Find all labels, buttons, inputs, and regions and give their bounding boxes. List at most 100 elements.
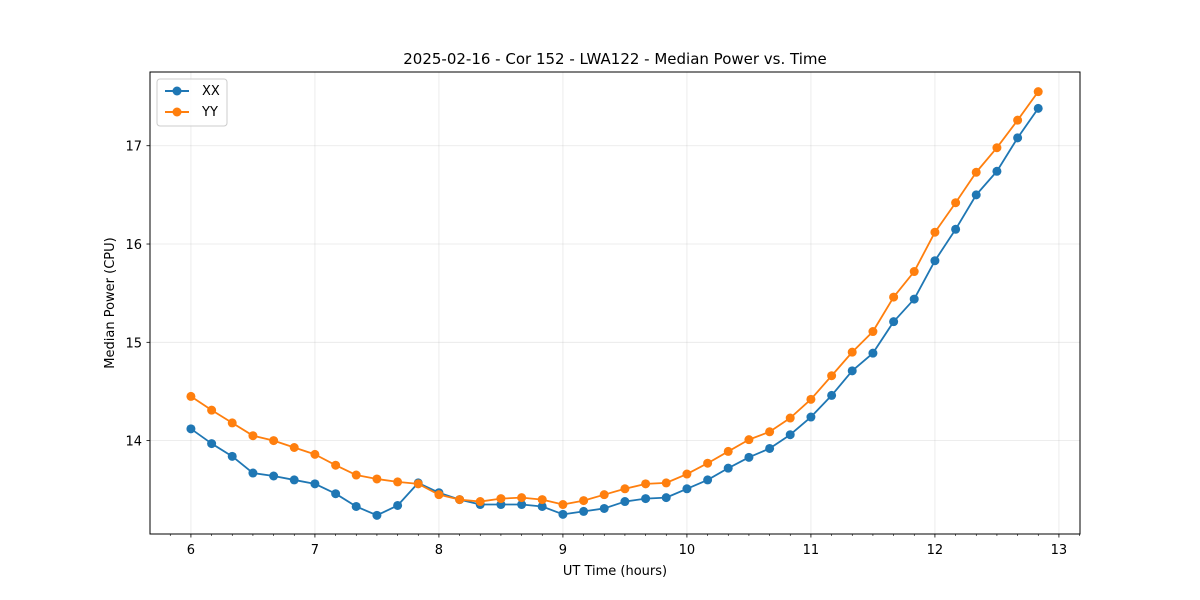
data-point-xx xyxy=(310,479,320,489)
data-point-yy xyxy=(186,391,196,401)
data-point-yy xyxy=(351,470,361,480)
plot-frame xyxy=(149,71,1081,535)
data-point-yy xyxy=(909,267,919,277)
data-point-xx xyxy=(992,166,1002,176)
x-tick-label: 8 xyxy=(435,543,443,558)
data-point-xx xyxy=(207,439,217,449)
data-point-xx xyxy=(289,475,299,485)
legend-label-xx: XX xyxy=(202,84,220,99)
data-point-xx xyxy=(889,317,899,327)
data-point-xx xyxy=(227,451,237,461)
series-layer xyxy=(186,87,1043,520)
data-point-xx xyxy=(579,506,589,516)
data-point-xx xyxy=(186,424,196,434)
data-point-yy xyxy=(951,198,961,208)
data-point-xx xyxy=(765,443,775,453)
data-point-yy xyxy=(827,371,837,381)
data-point-yy xyxy=(661,478,671,488)
data-point-yy xyxy=(248,431,258,441)
data-point-xx xyxy=(909,294,919,304)
data-point-yy xyxy=(971,167,981,177)
data-point-yy xyxy=(537,495,547,505)
data-point-xx xyxy=(744,452,754,462)
data-point-yy xyxy=(517,493,527,503)
data-point-yy xyxy=(868,327,878,337)
data-point-yy xyxy=(331,460,341,470)
data-point-yy xyxy=(393,477,403,487)
data-point-xx xyxy=(331,489,341,499)
data-point-yy xyxy=(599,490,609,500)
ticks: 6 7 8 9 10 11 12 13 14 15 16 17 xyxy=(125,140,1080,558)
chart-title: 2025-02-16 - Cor 152 - LWA122 - Median P… xyxy=(403,50,827,68)
data-point-yy xyxy=(889,292,899,302)
data-point-yy xyxy=(207,405,217,415)
data-point-xx xyxy=(951,224,961,234)
data-point-xx xyxy=(620,497,630,507)
data-point-xx xyxy=(827,390,837,400)
data-point-yy xyxy=(496,494,506,504)
data-point-xx xyxy=(723,463,733,473)
data-point-xx xyxy=(1013,133,1023,143)
data-point-xx xyxy=(558,509,568,519)
data-point-yy xyxy=(269,436,279,446)
data-point-yy xyxy=(434,490,444,500)
data-point-xx xyxy=(868,348,878,358)
data-point-yy xyxy=(992,143,1002,153)
data-point-xx xyxy=(248,468,258,478)
data-point-xx xyxy=(661,493,671,503)
data-point-yy xyxy=(930,227,940,237)
data-point-xx xyxy=(806,412,816,422)
y-axis-label: Median Power (CPU) xyxy=(103,237,118,368)
data-point-xx xyxy=(682,484,692,494)
data-point-yy xyxy=(372,474,382,484)
x-tick-label: 10 xyxy=(679,543,696,558)
data-point-yy xyxy=(289,442,299,452)
data-point-yy xyxy=(455,495,465,505)
y-tick-label: 15 xyxy=(125,336,142,351)
data-point-xx xyxy=(351,501,361,511)
legend: XX YY xyxy=(156,78,228,127)
data-point-yy xyxy=(413,479,423,489)
x-tick-label: 13 xyxy=(1051,543,1068,558)
x-tick-label: 6 xyxy=(187,543,195,558)
data-point-xx xyxy=(930,256,940,266)
data-point-yy xyxy=(765,427,775,437)
grid xyxy=(150,72,1080,534)
data-point-xx xyxy=(785,430,795,440)
data-point-yy xyxy=(620,484,630,494)
y-tick-label: 16 xyxy=(125,238,142,253)
data-point-yy xyxy=(227,418,237,428)
data-point-yy xyxy=(744,435,754,445)
legend-marker-yy xyxy=(172,107,182,117)
data-point-yy xyxy=(847,347,857,357)
data-point-xx xyxy=(599,503,609,513)
x-tick-label: 9 xyxy=(559,543,567,558)
x-tick-label: 7 xyxy=(311,543,319,558)
data-point-xx xyxy=(1033,103,1043,113)
x-tick-label: 11 xyxy=(803,543,820,558)
x-axis-label: UT Time (hours) xyxy=(563,564,667,579)
legend-label-yy: YY xyxy=(201,105,218,120)
data-point-xx xyxy=(847,366,857,376)
data-point-yy xyxy=(1013,115,1023,125)
data-point-yy xyxy=(703,458,713,468)
data-point-xx xyxy=(641,494,651,504)
data-point-xx xyxy=(971,190,981,200)
data-point-xx xyxy=(372,510,382,520)
data-point-yy xyxy=(475,497,485,507)
y-tick-label: 14 xyxy=(125,435,142,450)
data-point-xx xyxy=(703,475,713,485)
data-point-yy xyxy=(806,394,816,404)
data-point-xx xyxy=(393,500,403,510)
data-point-yy xyxy=(785,413,795,423)
data-point-yy xyxy=(723,446,733,456)
legend-marker-xx xyxy=(172,86,182,96)
x-tick-label: 12 xyxy=(927,543,944,558)
data-point-yy xyxy=(558,500,568,510)
data-point-yy xyxy=(641,479,651,489)
y-tick-label: 17 xyxy=(125,140,142,155)
data-point-yy xyxy=(682,469,692,479)
data-point-yy xyxy=(1033,87,1043,97)
data-point-xx xyxy=(517,500,527,510)
